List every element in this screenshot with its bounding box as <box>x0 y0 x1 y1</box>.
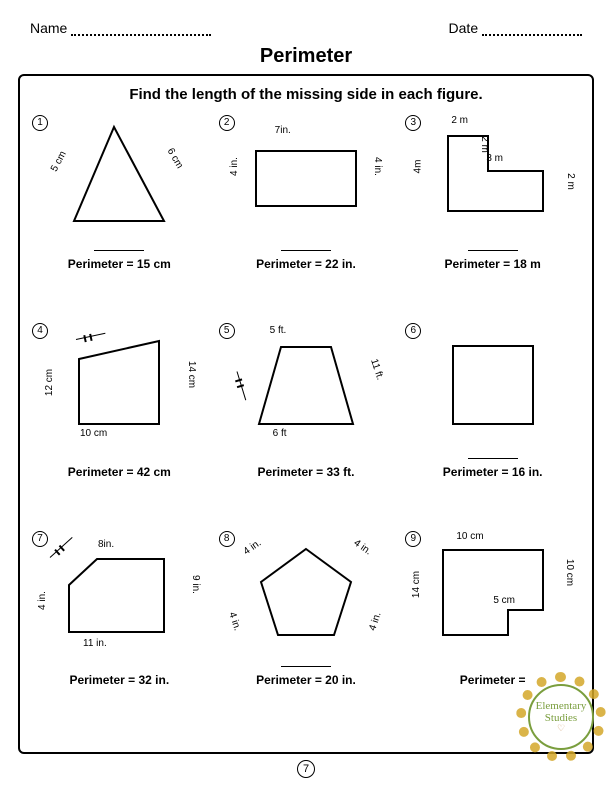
name-field[interactable]: Name <box>30 20 211 36</box>
page-number: 7 <box>297 760 315 778</box>
figure-triangle: 5 cm 6 cm <box>28 111 211 241</box>
problem-8: 8 4 in. 4 in. 4 in. 4 in. Perimeter = 20… <box>215 527 398 731</box>
perimeter-text: Perimeter = 22 in. <box>215 257 398 271</box>
date-field[interactable]: Date <box>449 20 582 36</box>
problem-7: 7 8in. 4 in. 9 in. 11 in. Perimeter = 32… <box>28 527 211 731</box>
header: Name Date <box>0 0 612 41</box>
problem-grid: 1 5 cm 6 cm Perimeter = 15 cm 2 7in. 4 i… <box>28 111 584 731</box>
figure-cut-rect: 8in. 4 in. 9 in. 11 in. <box>28 527 211 657</box>
figure-square <box>401 319 584 449</box>
perimeter-text: Perimeter = 33 ft. <box>215 465 398 479</box>
answer-blank[interactable] <box>281 657 331 667</box>
problem-6: 6 Perimeter = 16 in. <box>401 319 584 523</box>
perimeter-text: Perimeter = 20 in. <box>215 673 398 687</box>
figure-trapezoid-right: 12 cm 14 cm 10 cm <box>28 319 211 449</box>
instruction: Find the length of the missing side in e… <box>28 86 584 103</box>
worksheet-frame: Find the length of the missing side in e… <box>18 74 594 754</box>
perimeter-text: Perimeter = 16 in. <box>401 465 584 479</box>
problem-4: 4 12 cm 14 cm 10 cm Perimeter = 42 cm <box>28 319 211 523</box>
brand-logo: Elementary Studies ♡ <box>516 672 606 762</box>
figure-pentagon: 4 in. 4 in. 4 in. 4 in. <box>215 527 398 657</box>
problem-1: 1 5 cm 6 cm Perimeter = 15 cm <box>28 111 211 315</box>
figure-lshape: 2 m 2 m 3 m 2 m 4m <box>401 111 584 241</box>
perimeter-text: Perimeter = 32 in. <box>28 673 211 687</box>
answer-blank[interactable] <box>281 241 331 251</box>
answer-blank[interactable] <box>468 449 518 459</box>
perimeter-text: Perimeter = 18 m <box>401 257 584 271</box>
problem-3: 3 2 m 2 m 3 m 2 m 4m Perimeter = 18 m <box>401 111 584 315</box>
figure-rectangle: 7in. 4 in. 4 in. <box>215 111 398 241</box>
figure-trapezoid-iso: 5 ft. 11 ft. 6 ft <box>215 319 398 449</box>
page-title: Perimeter <box>0 45 612 68</box>
answer-blank[interactable] <box>468 241 518 251</box>
problem-2: 2 7in. 4 in. 4 in. Perimeter = 22 in. <box>215 111 398 315</box>
answer-blank[interactable] <box>94 241 144 251</box>
figure-notched: 10 cm 14 cm 10 cm 5 cm <box>401 527 584 657</box>
perimeter-text: Perimeter = 15 cm <box>28 257 211 271</box>
perimeter-text: Perimeter = 42 cm <box>28 465 211 479</box>
problem-5: 5 5 ft. 11 ft. 6 ft Perimeter = 33 ft. <box>215 319 398 523</box>
